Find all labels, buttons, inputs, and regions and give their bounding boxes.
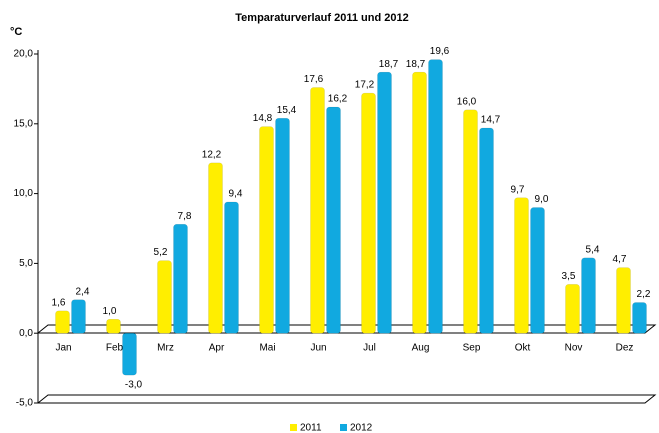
value-label: 9,4	[229, 189, 243, 200]
zero-plane	[36, 324, 657, 334]
bar	[514, 197, 529, 334]
value-label: 7,8	[178, 211, 192, 222]
value-label: 2,4	[76, 286, 90, 297]
legend-label: 2012	[350, 423, 373, 433]
y-tick-label: 15,0	[14, 118, 34, 129]
x-tick-label: Sep	[463, 343, 481, 354]
bar	[463, 109, 478, 334]
legend-label: 2011	[300, 423, 322, 433]
value-label: 9,0	[535, 194, 549, 205]
bar	[224, 201, 239, 334]
x-tick-label: Mrz	[157, 343, 174, 354]
y-tick-label: -5,0	[16, 398, 34, 409]
y-tick-label: 0,0	[19, 328, 33, 339]
value-label: -3,0	[125, 380, 143, 391]
x-tick-label: Jul	[363, 343, 376, 354]
x-tick-label: Nov	[565, 343, 583, 354]
bar	[326, 106, 341, 334]
value-label: 12,2	[202, 150, 222, 161]
value-label: 17,2	[355, 80, 375, 91]
value-label: 5,2	[154, 247, 168, 258]
bar	[259, 126, 274, 334]
floor	[36, 394, 657, 404]
bar	[581, 257, 596, 334]
legend-swatch	[290, 424, 297, 431]
bar	[479, 127, 494, 334]
value-label: 5,4	[586, 244, 600, 255]
value-label: 18,7	[379, 59, 399, 70]
value-label: 1,0	[103, 306, 117, 317]
x-tick-label: Okt	[515, 343, 531, 354]
x-tick-label: Mai	[259, 343, 275, 354]
bar	[106, 318, 121, 334]
x-tick-label: Apr	[209, 343, 225, 354]
value-label: 2,2	[637, 289, 651, 300]
bar	[428, 59, 443, 334]
x-tick-label: Jan	[55, 343, 71, 354]
bar	[361, 92, 376, 334]
bar	[208, 162, 223, 334]
value-label: 1,6	[52, 298, 66, 309]
bar	[565, 284, 580, 334]
value-label: 14,8	[253, 113, 273, 124]
y-tick-label: 5,0	[19, 258, 33, 269]
bar	[122, 332, 137, 376]
value-label: 3,5	[562, 271, 576, 282]
value-label: 14,7	[481, 115, 501, 126]
value-label: 16,0	[457, 96, 477, 107]
value-label: 16,2	[328, 94, 348, 105]
value-label: 18,7	[406, 59, 426, 70]
y-axis-label: °C	[10, 26, 22, 38]
chart-title: Temparaturverlauf 2011 und 2012	[235, 12, 408, 24]
bar	[71, 299, 86, 334]
value-label: 9,7	[511, 184, 525, 195]
bar	[530, 207, 545, 334]
bar	[377, 71, 392, 334]
value-label: 19,6	[430, 46, 450, 57]
bar	[632, 302, 647, 334]
bar	[157, 260, 172, 334]
bar	[412, 71, 427, 334]
value-label: 15,4	[277, 105, 297, 116]
x-tick-label: Jun	[310, 343, 326, 354]
bar	[173, 224, 188, 334]
value-label: 17,6	[304, 74, 324, 85]
bar	[310, 87, 325, 334]
bar	[616, 267, 631, 334]
y-tick-label: 20,0	[14, 49, 34, 60]
x-tick-label: Feb	[106, 343, 124, 354]
x-tick-label: Aug	[412, 343, 430, 354]
bar	[55, 310, 70, 334]
bar	[275, 117, 290, 334]
value-label: 4,7	[613, 254, 627, 265]
legend-swatch	[340, 424, 347, 431]
x-tick-label: Dez	[616, 343, 634, 354]
y-tick-label: 10,0	[14, 188, 34, 199]
